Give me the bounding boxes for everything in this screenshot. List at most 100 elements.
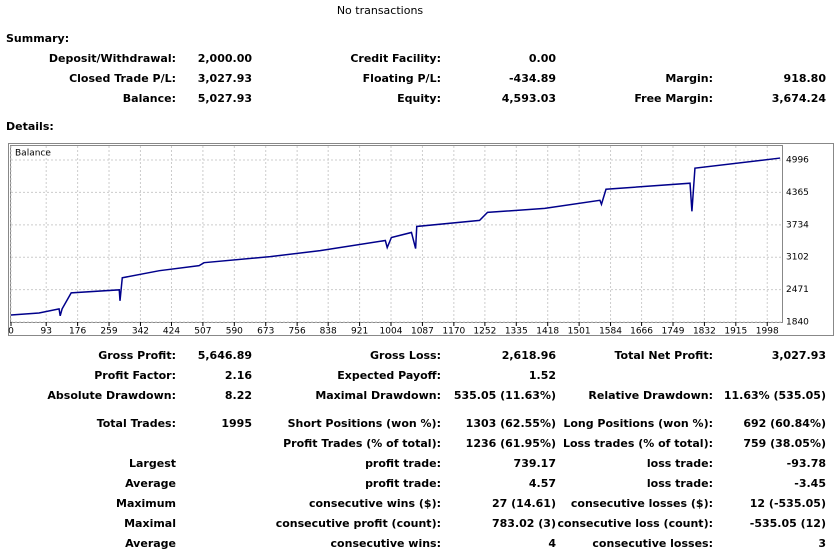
x-tick-label: 424 — [163, 327, 180, 337]
x-tick-label: 342 — [132, 327, 149, 337]
label: Deposit/Withdrawal: — [48, 52, 176, 65]
x-tick-label: 1252 — [473, 327, 496, 337]
label: consecutive loss (count): — [557, 517, 713, 530]
label: Total Net Profit: — [614, 349, 714, 362]
x-tick-label: 590 — [226, 327, 243, 337]
value: 2,000.00 — [197, 52, 252, 65]
x-tick-label: 1335 — [505, 327, 528, 337]
value: 12 (-535.05) — [749, 497, 826, 510]
label: Margin: — [665, 72, 713, 85]
value: 5,027.93 — [197, 92, 252, 105]
x-tick-label: 921 — [351, 327, 368, 337]
label: Profit Trades (% of total): — [283, 437, 441, 450]
x-tick-label: 1749 — [662, 327, 685, 337]
value: 535.05 (11.63%) — [453, 389, 556, 402]
value: 3,674.24 — [771, 92, 826, 105]
value: 8.22 — [224, 389, 252, 402]
value: 1236 (61.95%) — [465, 437, 556, 450]
value: 759 (38.05%) — [743, 437, 826, 450]
label: Largest — [129, 457, 176, 470]
label: Short Positions (won %): — [287, 417, 441, 430]
x-tick-label: 0 — [8, 327, 14, 337]
value: 5,646.89 — [197, 349, 252, 362]
value: 2.16 — [224, 369, 252, 382]
value: 783.02 (3) — [492, 517, 556, 530]
label: Gross Loss: — [370, 349, 441, 362]
value: 1.52 — [528, 369, 556, 382]
x-tick-label: 756 — [289, 327, 306, 337]
details-heading: Details: — [6, 120, 54, 133]
label: consecutive profit (count): — [275, 517, 441, 530]
x-tick-label: 838 — [320, 327, 337, 337]
y-tick-label: 3102 — [786, 253, 809, 263]
x-tick-label: 1004 — [380, 327, 403, 337]
value: 1303 (62.55%) — [465, 417, 556, 430]
x-tick-label: 176 — [69, 327, 86, 337]
value: 2,618.96 — [501, 349, 556, 362]
label: Balance: — [122, 92, 176, 105]
label: Loss trades (% of total): — [562, 437, 713, 450]
x-tick-label: 1170 — [442, 327, 465, 337]
label: consecutive wins ($): — [308, 497, 441, 510]
label: consecutive losses ($): — [570, 497, 713, 510]
y-tick-label: 3734 — [786, 220, 809, 230]
label: consecutive wins: — [330, 537, 441, 550]
label: Gross Profit: — [98, 349, 176, 362]
x-tick-label: 1998 — [756, 327, 779, 337]
balance-line — [10, 157, 781, 317]
value: 4 — [548, 537, 556, 550]
x-tick-label: 1832 — [693, 327, 716, 337]
x-tick-label: 1915 — [724, 327, 747, 337]
balance-chart: 1840 2471 3102 3734 4365 4996 0 93 176 259 342 424 5… — [8, 143, 834, 337]
value: 692 (60.84%) — [743, 417, 826, 430]
label: profit trade: — [365, 457, 441, 470]
value: -3.45 — [794, 477, 826, 490]
label: Expected Payoff: — [337, 369, 441, 382]
summary-heading: Summary: — [6, 32, 70, 45]
label: Profit Factor: — [94, 369, 176, 382]
label: Credit Facility: — [350, 52, 441, 65]
value: 3,027.93 — [197, 72, 252, 85]
value: -93.78 — [786, 457, 826, 470]
label: consecutive losses: — [592, 537, 713, 550]
label: Long Positions (won %): — [563, 417, 713, 430]
y-tick-label: 1840 — [786, 318, 809, 328]
label: Relative Drawdown: — [588, 389, 713, 402]
legend-label: Balance — [15, 149, 51, 159]
value: 3,027.93 — [771, 349, 826, 362]
x-tick-label: 1418 — [536, 327, 559, 337]
label: Floating P/L: — [362, 72, 441, 85]
value: -434.89 — [508, 72, 556, 85]
value: 4,593.03 — [501, 92, 556, 105]
x-tick-label: 1666 — [630, 327, 653, 337]
value: 918.80 — [783, 72, 826, 85]
label: profit trade: — [365, 477, 441, 490]
x-tick-label: 1501 — [568, 327, 591, 337]
value: 27 (14.61) — [492, 497, 556, 510]
label: Maximum — [116, 497, 176, 510]
value: 739.17 — [513, 457, 556, 470]
value: 4.57 — [528, 477, 556, 490]
x-tick-label: 93 — [40, 327, 51, 337]
x-tick-label: 673 — [257, 327, 274, 337]
label: Closed Trade P/L: — [69, 72, 176, 85]
y-tick-label: 4365 — [786, 188, 809, 198]
value: 0.00 — [528, 52, 556, 65]
label: Free Margin: — [634, 92, 713, 105]
value: 1995 — [221, 417, 252, 430]
plot-area — [10, 145, 783, 323]
label: loss trade: — [646, 457, 713, 470]
label: Maximal Drawdown: — [315, 389, 441, 402]
value: 11.63% (535.05) — [723, 389, 826, 402]
value: -535.05 (12) — [749, 517, 826, 530]
label: Average — [125, 537, 176, 550]
label: Average — [125, 477, 176, 490]
label: Equity: — [397, 92, 441, 105]
x-tick-label: 259 — [100, 327, 117, 337]
x-tick-label: 507 — [194, 327, 211, 337]
x-tick-label: 1087 — [411, 327, 434, 337]
label: Total Trades: — [96, 417, 176, 430]
x-tick-label: 1584 — [599, 327, 622, 337]
y-tick-label: 4996 — [786, 156, 809, 166]
